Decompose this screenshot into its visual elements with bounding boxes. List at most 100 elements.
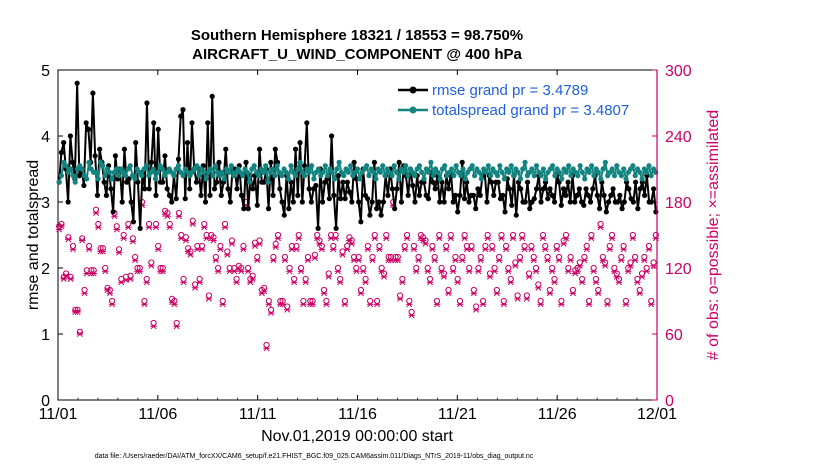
point-rmse [551,199,558,205]
point-totalspread [437,176,443,182]
obs-assimilated-marker [537,301,544,308]
point-rmse [603,209,609,215]
point-totalspread [63,163,69,169]
point-rmse [488,179,495,185]
point-rmse [351,159,357,165]
point-rmse [412,199,418,205]
y-axis-label-right: # of obs: o=possible; ×=assimilated [705,110,722,360]
point-totalspread [400,169,406,175]
point-totalspread [139,173,145,179]
point-rmse [385,192,391,198]
point-totalspread [531,173,537,179]
x-tick-label: 11/21 [438,406,477,423]
obs-assimilated-marker [171,301,178,308]
point-totalspread [506,169,512,175]
obs-assimilated-marker [90,270,97,277]
point-totalspread [644,169,650,175]
point-rmse [513,212,519,218]
obs-assimilated-marker [399,279,406,286]
obs-assimilated-marker [558,301,565,308]
obs-assimilated-marker [581,257,588,264]
point-rmse [108,186,114,192]
point-totalspread [588,163,595,169]
point-rmse [65,199,71,205]
point-rmse [630,199,636,205]
point-rmse [97,146,103,152]
point-totalspread [240,173,246,179]
obs-assimilated-marker [115,249,123,256]
point-rmse [326,196,332,202]
obs-assimilated-marker [454,279,461,286]
point-rmse [651,186,657,192]
point-totalspread [107,169,113,175]
point-rmse [151,120,157,126]
point-rmse [184,140,191,146]
point-totalspread [345,169,351,175]
obs-assimilated-marker [426,279,434,286]
obs-assimilated-marker [106,290,114,297]
point-totalspread [453,163,459,169]
obs-assimilated-marker [201,224,208,231]
point-totalspread [210,173,216,179]
point-totalspread [322,163,328,169]
point-totalspread [499,169,505,175]
obs-assimilated-marker [205,295,213,302]
point-rmse [265,206,272,212]
point-totalspread [485,163,491,169]
obs-assimilated-marker [440,273,448,280]
point-rmse [281,212,287,218]
point-rmse [367,212,373,218]
obs-assimilated-marker [316,240,323,247]
point-totalspread [152,176,159,182]
obs-assimilated-marker [567,257,574,264]
obs-assimilated-marker [583,246,590,253]
obs-assimilated-marker [521,246,528,253]
point-rmse [633,179,639,185]
obs-assimilated-marker [281,257,289,264]
point-totalspread [471,173,478,179]
point-totalspread [288,163,294,169]
point-rmse [101,179,107,185]
point-rmse [371,159,377,165]
obs-assimilated-marker [650,262,657,269]
point-rmse [477,192,483,198]
point-totalspread [653,169,659,175]
point-totalspread [540,166,547,172]
obs-assimilated-marker [297,268,305,275]
obs-assimilated-marker [152,224,160,231]
obs-assimilated-marker [323,301,330,308]
obs-assimilated-marker [625,268,632,275]
point-rmse [223,146,229,152]
obs-assimilated-marker [366,301,374,308]
obs-assimilated-marker [131,257,139,264]
obs-assimilated-marker [376,246,383,253]
x-tick-label: 11/16 [338,406,377,423]
obs-assimilated-marker [406,301,413,308]
obs-assimilated-marker [184,248,192,255]
point-totalspread [208,166,214,172]
point-rmse [160,179,166,185]
point-totalspread [382,173,388,179]
point-totalspread [297,159,303,165]
point-rmse [270,192,276,198]
obs-assimilated-marker [378,268,385,275]
point-totalspread [159,166,166,172]
point-rmse [315,225,321,231]
point-totalspread [306,169,312,175]
obs-assimilated-marker [489,246,496,253]
point-rmse [466,199,472,205]
point-rmse [148,159,155,165]
point-totalspread [95,176,101,182]
point-rmse [560,186,567,192]
point-rmse [297,140,303,146]
point-rmse [218,192,224,198]
point-rmse [137,225,143,231]
point-totalspread [348,163,354,169]
point-rmse [587,199,594,205]
point-rmse [338,196,344,202]
point-rmse [653,209,659,215]
point-rmse [130,219,137,225]
obs-assimilated-marker [260,288,268,295]
obs-assimilated-marker [108,301,116,308]
point-rmse [331,192,337,198]
